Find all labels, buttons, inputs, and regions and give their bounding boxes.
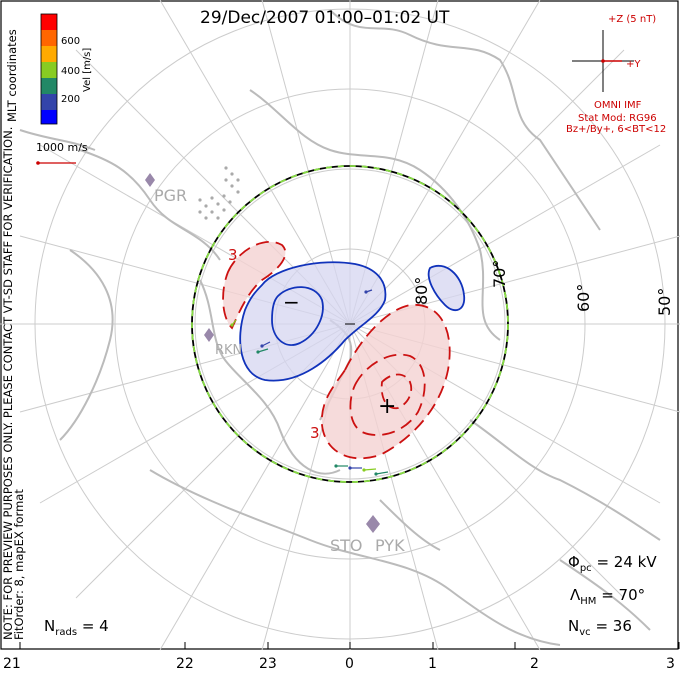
vector-count: Nvc = 36 [568, 617, 632, 638]
potential-maximum-symbol: + [378, 394, 397, 419]
map-title: 29/Dec/2007 01:00–01:02 UT [200, 8, 450, 28]
coastlines [19, 9, 661, 646]
positive-cell-inner [380, 373, 413, 410]
vector-scale-dot [36, 161, 40, 165]
colorbar-tick-400: 400 [61, 66, 81, 77]
mlt-axis-ticks [19, 642, 680, 649]
imf-y-label: +Y [626, 59, 641, 70]
imf-condition: Bz+/By+, 6<BT<12 [566, 124, 667, 135]
velocity-vectors [230, 289, 389, 476]
positive-cell-left [222, 240, 287, 330]
colorbar-label: Vel [m/s] [82, 47, 93, 92]
radar-pgr-marker [145, 173, 155, 187]
imf-z-label: +Z (5 nT) [608, 14, 657, 25]
mlt-tick-2: 2 [530, 656, 539, 672]
mlt-tick-23: 23 [259, 656, 277, 672]
colorbar-tick-200: 200 [61, 94, 81, 105]
lat-label-80: 80° [412, 276, 431, 305]
mlt-tick-0: 0 [345, 656, 354, 672]
radar-count: Nrads = 4 [44, 617, 109, 638]
negative-cell-inner [271, 286, 324, 346]
lat-label-60: 60° [574, 283, 593, 312]
nrads-subscript: rads [55, 627, 78, 638]
hm-boundary-overlay [191, 165, 509, 483]
radar-label-rkn: RKN [215, 343, 243, 358]
cross-polar-potential: Φpc = 24 kV [568, 553, 657, 574]
potential-minimum-symbol: − [283, 290, 300, 314]
contour-mark-bottom: 3 [310, 424, 320, 442]
colorbar-tick-600: 600 [61, 36, 81, 47]
nvc-value: = 36 [595, 617, 632, 635]
radar-label-pgr: PGR [154, 186, 188, 205]
fit-order-note: FitOrder: 8, mapEX format [12, 489, 26, 640]
phi-value: = 24 kV [596, 553, 657, 571]
imf-stat-mod: Stat Mod: RG96 [578, 113, 657, 124]
radar-sites [145, 173, 380, 533]
colorbar [40, 13, 58, 125]
hm-latitude: ΛHM = 70° [570, 586, 645, 607]
radar-rkn-marker [204, 328, 214, 342]
mlt-tick-21: 21 [3, 656, 21, 672]
coordinates-label: MLT coordinates [5, 29, 19, 122]
mlt-tick-3: 3 [666, 656, 675, 672]
radar-label-sto: STO [330, 536, 363, 555]
radar-sto-pyk-marker [366, 515, 380, 533]
vector-scale-label: 1000 m/s [36, 141, 88, 154]
nvc-subscript: vc [579, 627, 591, 638]
imf-clock [572, 30, 634, 92]
lat-label-70: 70° [490, 259, 509, 288]
lambda-subscript: HM [580, 596, 597, 607]
negative-cell-outer [239, 261, 387, 382]
radar-dots [198, 166, 240, 220]
lat-label-50: 50° [655, 287, 674, 316]
radar-label-pyk: PYK [375, 536, 405, 555]
lambda-value: = 70° [601, 586, 646, 604]
nvc-symbol: N [568, 617, 580, 635]
phi-subscript: pc [579, 563, 592, 574]
positive-cell-outer [321, 304, 451, 460]
mlt-tick-1: 1 [428, 656, 437, 672]
lambda-symbol: Λ [570, 586, 581, 604]
nrads-symbol: N [44, 617, 56, 635]
mlt-tick-22: 22 [176, 656, 194, 672]
positive-cell-middle [349, 353, 426, 436]
contour-mark-left: 3 [228, 246, 238, 264]
imf-source: OMNI IMF [594, 100, 642, 111]
negative-cell-small [427, 265, 466, 312]
phi-symbol: Φ [568, 553, 580, 571]
plot-frame [0, 0, 679, 650]
nrads-value: = 4 [81, 617, 109, 635]
